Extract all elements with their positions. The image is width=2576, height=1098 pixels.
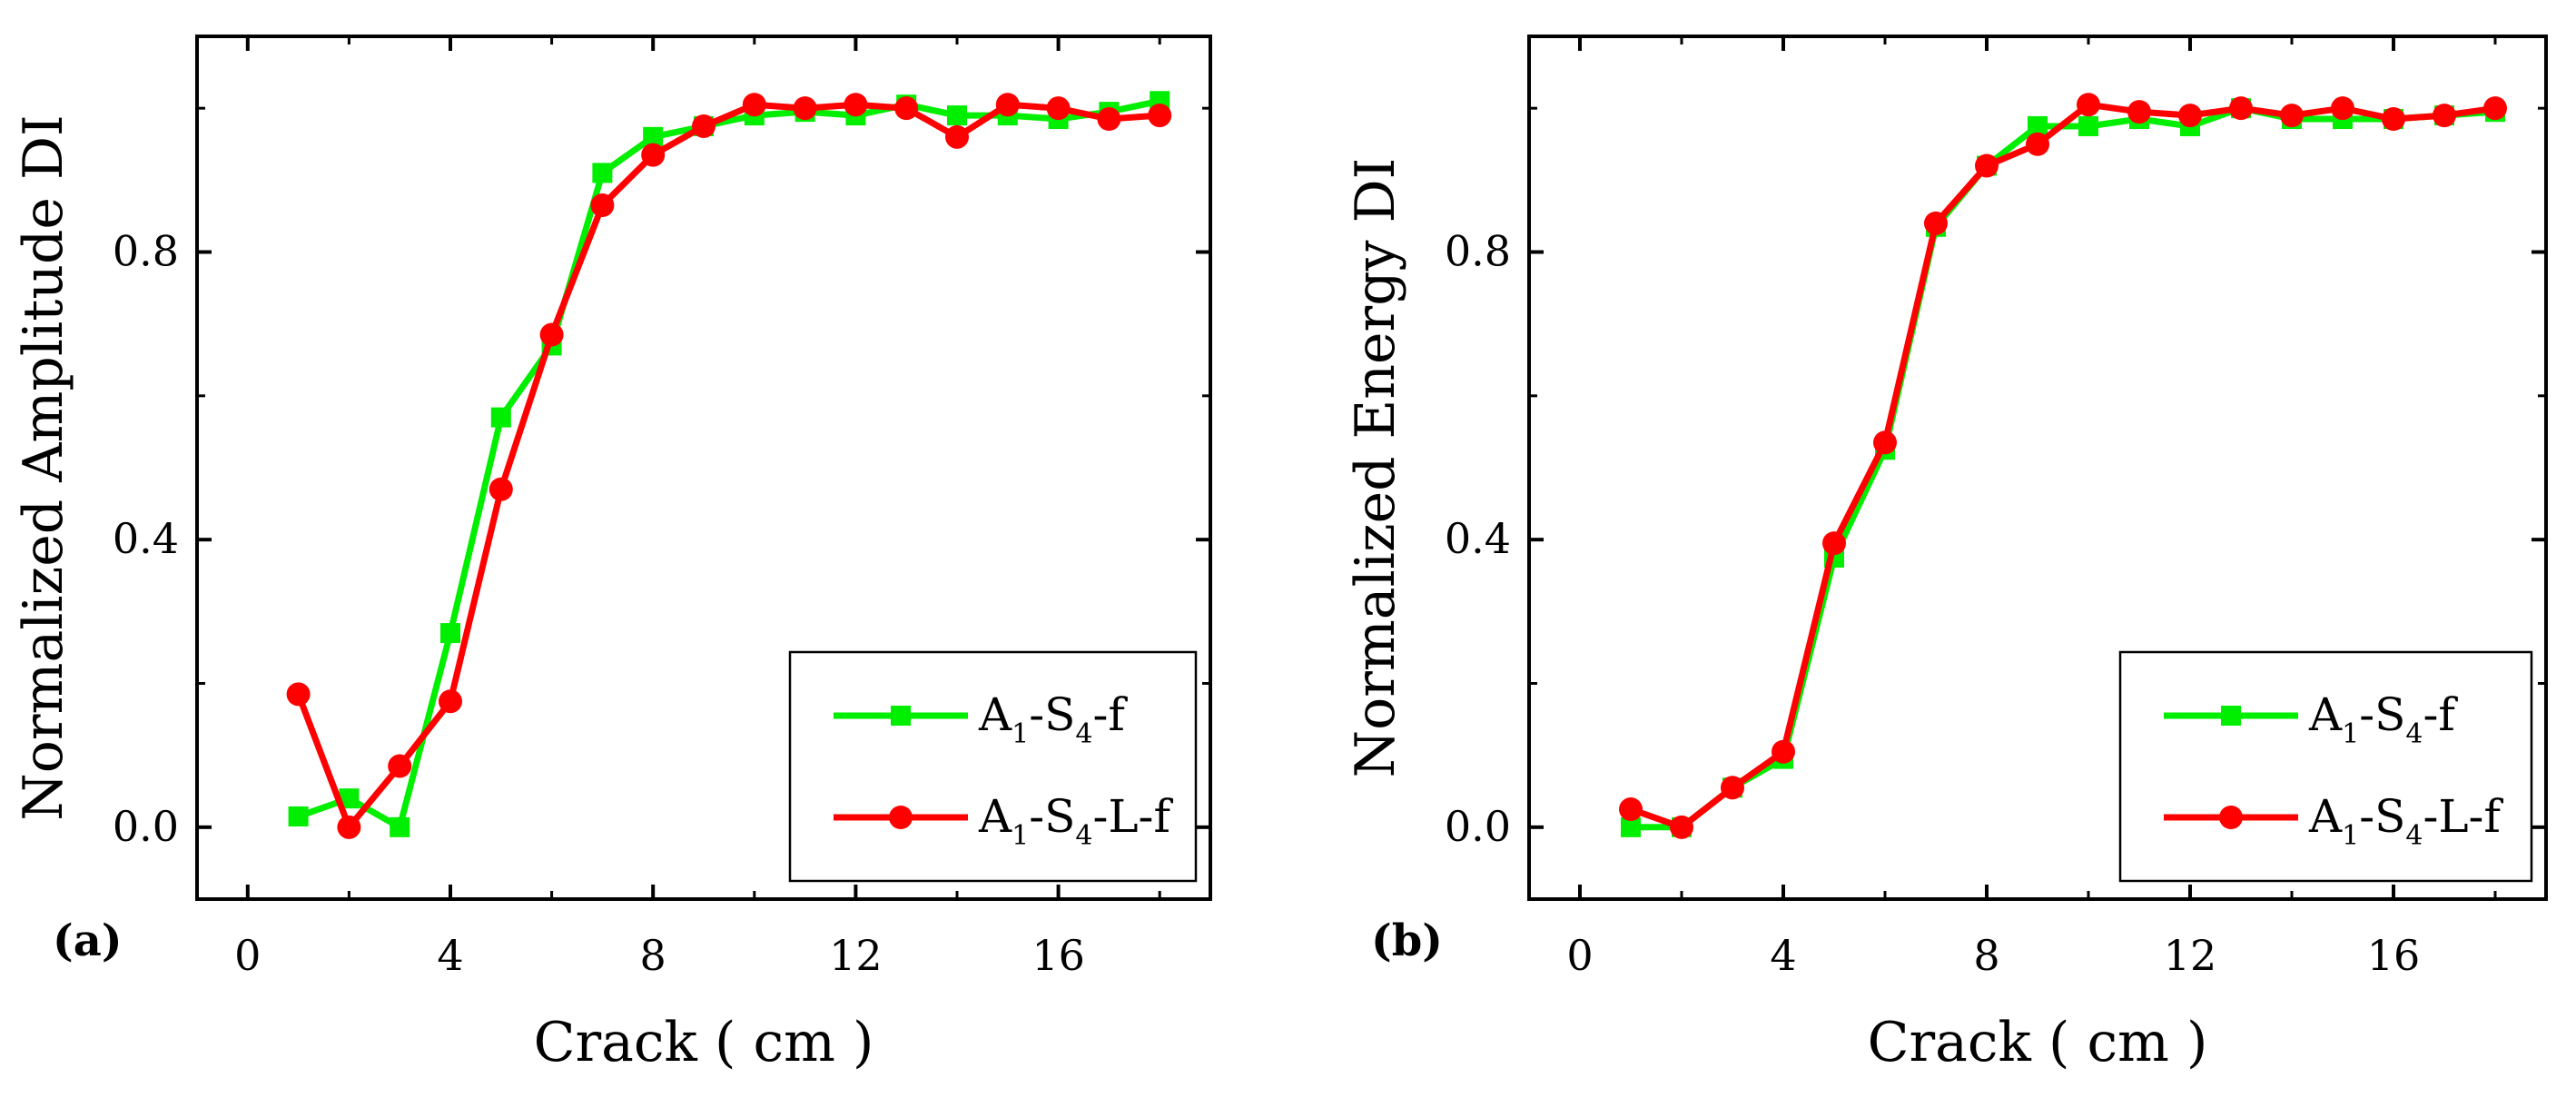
legend-label: A1-S4-f [978, 688, 1128, 750]
data-point [2028, 115, 2048, 136]
y-tick-label: 0.0 [113, 802, 179, 851]
x-tick-label: 4 [437, 931, 463, 980]
data-point [2382, 107, 2405, 132]
data-point [1975, 153, 1999, 178]
data-point [388, 754, 412, 778]
data-point [2433, 104, 2456, 128]
data-point [692, 114, 716, 138]
y-tick-label: 0.0 [1445, 802, 1511, 851]
panel-label: (a) [53, 915, 123, 966]
x-tick-label: 12 [2164, 931, 2217, 980]
legend-label: A1-S4-f [2308, 688, 2458, 750]
data-point [490, 407, 511, 428]
x-tick-label: 8 [1973, 931, 1999, 980]
data-point [1772, 739, 1795, 764]
data-point [2077, 93, 2100, 117]
data-point [288, 806, 309, 826]
data-point [1619, 797, 1643, 822]
data-point [1924, 211, 1948, 235]
data-point [1621, 816, 1641, 837]
data-point [947, 105, 967, 126]
data-point [592, 163, 613, 183]
data-point [894, 96, 919, 121]
legend-label: A1-S4-L-f [978, 790, 1173, 852]
legend-box [788, 650, 1198, 883]
data-point [1670, 815, 1693, 839]
legend-marker [889, 806, 913, 829]
legend: A1-S4-f A1-S4-L-f [2118, 650, 2533, 883]
y-tick-label: 0.4 [113, 514, 179, 563]
data-point [2178, 104, 2202, 128]
series-A1-S4-L-f [1619, 93, 2507, 839]
data-point [995, 93, 1020, 117]
data-point [439, 689, 462, 714]
data-point [2331, 96, 2354, 121]
chart-panel-a: 0 4 8 12 16 0.0 0.4 0.8 A1-S4-f A1-S4-L-f Normal… [12, 35, 1212, 1074]
data-point [2026, 132, 2049, 156]
y-tick-label: 0.8 [1445, 227, 1511, 276]
x-tick-label: 16 [2367, 931, 2421, 980]
data-point [844, 93, 868, 117]
data-point [1721, 776, 1744, 800]
data-point [793, 96, 817, 121]
data-point [2280, 104, 2304, 128]
y-tick-label: 0.8 [113, 227, 179, 276]
y-axis-label: Normalized Energy DI [1344, 158, 1407, 778]
legend-marker [2221, 706, 2241, 726]
panel-label: (b) [1371, 915, 1443, 966]
legend-box [2118, 650, 2533, 883]
x-tick-label: 16 [1031, 931, 1085, 980]
data-point [440, 623, 460, 644]
plot-frame [1527, 35, 2548, 901]
plot-frame [195, 35, 1212, 901]
data-point [489, 477, 513, 501]
data-point [2127, 100, 2151, 124]
data-point [1873, 430, 1897, 455]
data-point [337, 815, 361, 839]
legend: A1-S4-f A1-S4-L-f [788, 650, 1198, 883]
data-point [2483, 96, 2507, 121]
y-axis-label: Normalized Amplitude DI [12, 114, 75, 821]
legend-label: A1-S4-L-f [2308, 790, 2503, 852]
x-tick-label: 12 [829, 931, 883, 980]
data-point [390, 816, 410, 837]
chart-panel-b: 0 4 8 12 16 0.0 0.4 0.8 A1-S4-f A1-S4-L-f Normal… [1344, 35, 2548, 1074]
y-tick-label: 0.4 [1445, 514, 1511, 563]
data-point [1046, 96, 1071, 121]
legend-marker [891, 706, 911, 726]
data-point [1822, 531, 1846, 556]
data-point [539, 322, 564, 347]
x-axis-label: Crack ( cm ) [1868, 1011, 2208, 1074]
data-point [1097, 107, 1121, 132]
data-point [339, 788, 360, 809]
x-tick-label: 0 [234, 931, 261, 980]
data-point [590, 193, 615, 218]
data-point [2078, 115, 2098, 136]
x-tick-label: 8 [640, 931, 666, 980]
x-tick-label: 4 [1770, 931, 1796, 980]
data-point [1148, 104, 1172, 128]
data-point [945, 124, 969, 149]
data-point [742, 93, 766, 117]
x-axis-label: Crack ( cm ) [534, 1011, 874, 1074]
data-point [641, 143, 666, 167]
data-point [2229, 96, 2253, 121]
x-tick-label: 0 [1566, 931, 1593, 980]
data-point [286, 682, 311, 707]
series-A1-S4-L-f [286, 93, 1172, 839]
data-point [643, 126, 664, 147]
legend-marker [2219, 806, 2243, 829]
